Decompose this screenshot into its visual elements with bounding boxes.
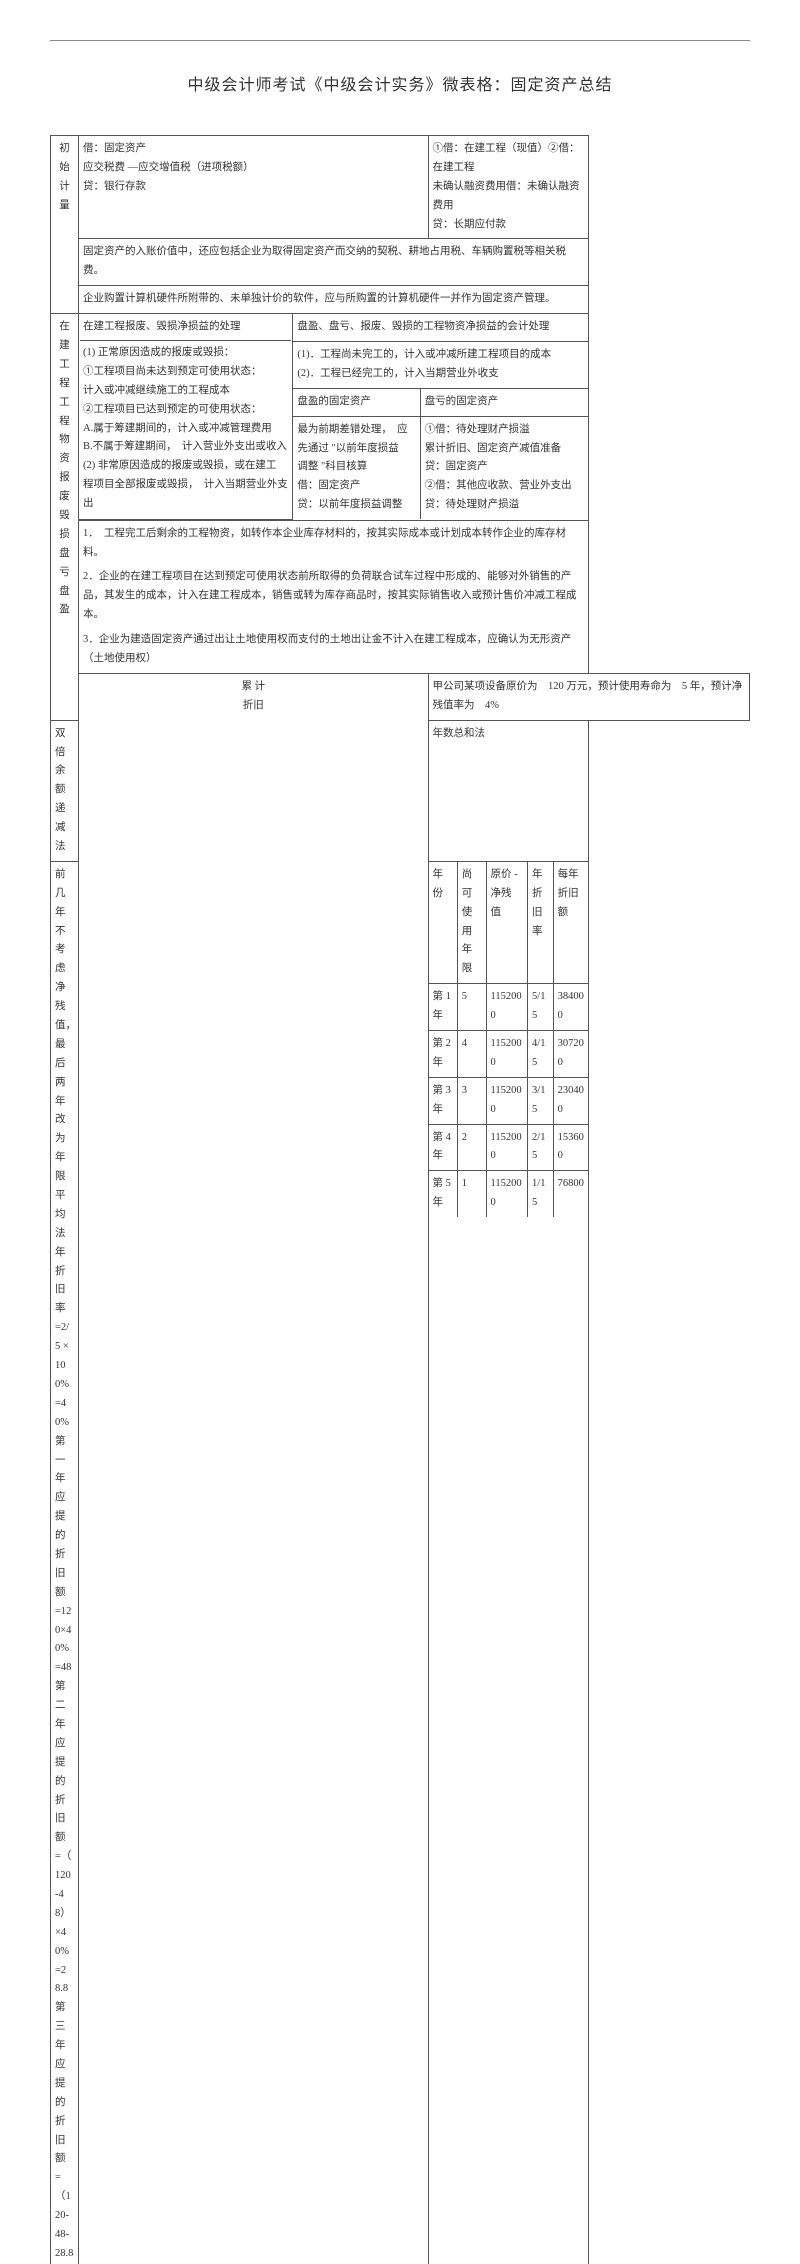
th-rate: 年 折旧率 — [528, 862, 554, 984]
section3-label: 累 计 折旧 — [79, 673, 429, 2264]
s2-n3: 3．企业为建造固定资产通过出让土地使用权而支付的土地出让金不计入在建工程成本，应… — [83, 631, 584, 669]
main-table: 初 始 计 量 借：固定资产 应交税费 —应交增值税（进项税额） 贷：银行存款 … — [50, 135, 750, 2264]
table-row: 第 3 年 3 1152000 3/15 230400 — [429, 1077, 589, 1124]
s2-r2c1: 最为前期差错处理， 应 先通过 "以前年度损益 调整 "科目核算 借：固定资产 … — [293, 416, 420, 519]
th-year: 年份 — [429, 862, 458, 984]
th-value: 原价 -净残 值 — [486, 862, 528, 984]
year-table: 年份 尚可使 用年限 原价 -净残 值 年 折旧率 每年 折旧额 第 1 年 5… — [429, 862, 589, 1217]
s3-intro: 甲公司某项设备原价为 120 万元，预计使用寿命为 5 年，预计净残值率为 4% — [428, 673, 750, 720]
table-row: 第 4 年 2 1152000 2/15 153600 — [429, 1124, 589, 1171]
s2-notes: 1． 工程完工后剩余的工程物资，如转作本企业库存材料的，按其实际成本或计划成本转… — [79, 520, 589, 673]
section2-label: 在 建 工程 工 程 物资 报 废 毁损 盘 亏 盘盈 — [51, 314, 79, 721]
s2-n1: 1． 工程完工后剩余的工程物资，如转作本企业库存材料的，按其实际成本或计划成本转… — [83, 525, 584, 563]
s1-r1c1: 借：固定资产 应交税费 —应交增值税（进项税额） 贷：银行存款 — [79, 136, 429, 239]
s2-left-body: (1) 正常原因造成的报废或毁损： ①工程项目尚未达到预定可使用状态： 计入或冲… — [83, 344, 288, 514]
section1-label: 初 始 计 量 — [51, 136, 79, 314]
s3-left-text: 前几年不考虑净残值，最后两年改为年限平均法 年折旧率 =2/5 ×100%=40… — [51, 861, 79, 2264]
s3-right-table-cell: 年份 尚可使 用年限 原价 -净残 值 年 折旧率 每年 折旧额 第 1 年 5… — [428, 861, 589, 2264]
s2-r2a: (1)．工程尚未完工的，计入或冲减所建工程项目的成本 (2)．工程已经完工的，计… — [293, 342, 588, 389]
s2-right-title: 盘盈、盘亏、报废、毁损的工程物资净损益的会计处理 — [293, 314, 588, 341]
s3-h2: 年数总和法 — [428, 720, 589, 861]
s3-h1: 双倍余额递减法 — [51, 720, 79, 861]
s2-grid: 在建工程报废、毁损净损益的处理 (1) 正常原因造成的报废或毁损： ①工程项目尚… — [79, 314, 588, 520]
s2-left-title: 在建工程报废、毁损净损益的处理 — [80, 315, 291, 341]
th-life: 尚可使 用年限 — [457, 862, 486, 984]
s2-r2b2: 盘亏的固定资产 — [420, 388, 588, 416]
page-title: 中级会计师考试《中级会计实务》微表格：固定资产总结 — [50, 71, 750, 95]
table-row: 第 1 年 5 1152000 5/15 384000 — [429, 984, 589, 1031]
s1-r2: 固定资产的入账价值中，还应包括企业为取得固定资产而交纳的契税、耕地占用税、车辆购… — [79, 239, 589, 286]
top-rule — [50, 40, 750, 41]
s1-r3: 企业购置计算机硬件所附带的、未单独计价的软件，应与所购置的计算机硬件一并作为固定… — [79, 286, 589, 314]
s2-n2: 2．企业的在建工程项目在达到预定可使用状态前所取得的负荷联合试车过程中形成的、能… — [83, 568, 584, 625]
s2-r2c2: ①借：待处理财产损溢 累计折旧、固定资产减值准备 贷：固定资产 ②借：其他应收款… — [420, 416, 588, 519]
s2-r2b1: 盘盈的固定资产 — [293, 388, 420, 416]
table-row: 第 2 年 4 1152000 4/15 307200 — [429, 1031, 589, 1078]
s1-r1c2: ①借：在建工程（现值）②借：在建工程 未确认融资费用借：未确认融资费用 贷：长期… — [428, 136, 589, 239]
table-row: 第 5 年 1 1152000 1/15 76800 — [429, 1171, 589, 1217]
s2-left: 在建工程报废、毁损净损益的处理 (1) 正常原因造成的报废或毁损： ①工程项目尚… — [79, 314, 293, 519]
th-dep: 每年 折旧额 — [553, 862, 588, 984]
